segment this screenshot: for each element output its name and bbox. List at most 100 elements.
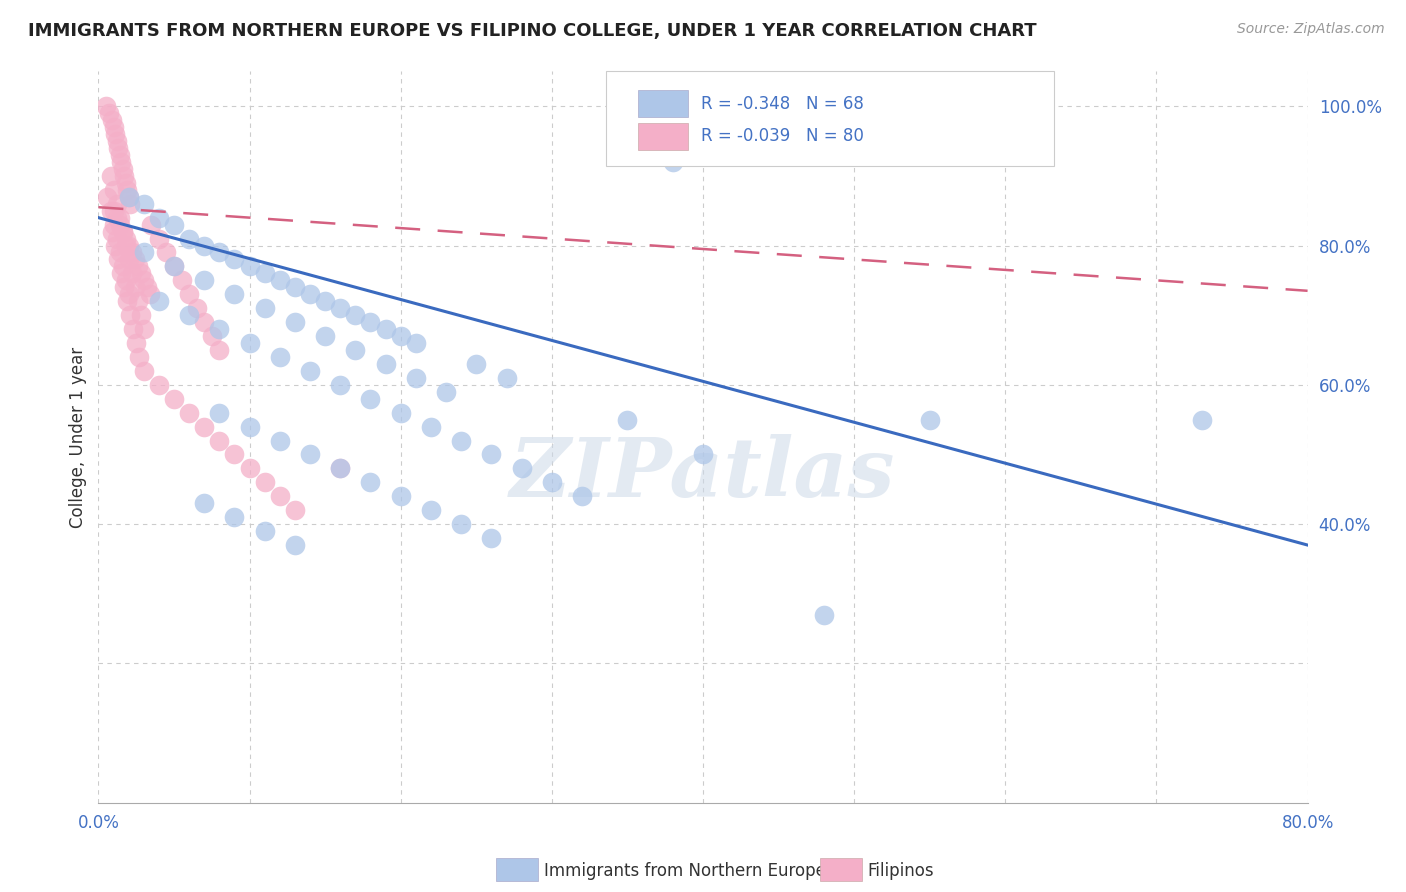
Point: [481, 448, 503, 462]
Point: [253, 266, 276, 280]
Point: [127, 260, 149, 274]
Point: [405, 371, 427, 385]
Point: [100, 169, 122, 183]
Point: [269, 434, 291, 448]
Point: [98, 106, 121, 120]
Point: [239, 461, 262, 475]
Point: [112, 169, 135, 183]
Point: [163, 260, 186, 274]
Point: [122, 322, 145, 336]
Point: [389, 406, 412, 420]
Point: [105, 134, 128, 148]
Point: [1191, 412, 1213, 426]
Point: [108, 148, 131, 162]
Point: [344, 308, 367, 322]
Point: [128, 350, 150, 364]
Point: [111, 225, 134, 239]
Point: [208, 434, 231, 448]
Text: ZIPatlas: ZIPatlas: [510, 434, 896, 514]
Point: [108, 218, 131, 232]
Point: [224, 510, 246, 524]
FancyBboxPatch shape: [606, 71, 1053, 167]
Point: [111, 260, 134, 274]
Point: [314, 294, 336, 309]
Point: [186, 301, 208, 316]
Point: [329, 377, 352, 392]
Point: [129, 308, 152, 322]
Point: [389, 329, 412, 343]
Point: [224, 448, 246, 462]
Point: [450, 517, 472, 532]
Point: [115, 294, 138, 309]
Point: [127, 294, 149, 309]
Point: [208, 245, 231, 260]
Point: [299, 364, 322, 378]
Point: [420, 503, 443, 517]
FancyBboxPatch shape: [496, 858, 538, 881]
Point: [105, 231, 128, 245]
Point: [129, 266, 152, 280]
Point: [284, 315, 307, 329]
Point: [111, 225, 134, 239]
Point: [105, 211, 128, 225]
Point: [148, 294, 170, 309]
Text: R = -0.348   N = 68: R = -0.348 N = 68: [700, 95, 863, 112]
Point: [107, 141, 129, 155]
Text: Filipinos: Filipinos: [868, 862, 934, 880]
Point: [374, 322, 396, 336]
Point: [481, 531, 503, 545]
Point: [148, 211, 170, 225]
Point: [104, 127, 127, 141]
Text: Source: ZipAtlas.com: Source: ZipAtlas.com: [1237, 22, 1385, 37]
Text: R = -0.039   N = 80: R = -0.039 N = 80: [700, 128, 863, 145]
Y-axis label: College, Under 1 year: College, Under 1 year: [69, 346, 87, 528]
FancyBboxPatch shape: [638, 123, 689, 150]
Point: [141, 218, 163, 232]
Point: [239, 419, 262, 434]
Point: [110, 266, 132, 280]
Point: [450, 434, 472, 448]
Point: [179, 231, 201, 245]
Point: [314, 329, 336, 343]
Point: [616, 412, 638, 426]
Point: [170, 273, 193, 287]
Point: [510, 461, 533, 475]
Point: [118, 238, 141, 252]
Point: [124, 280, 146, 294]
Point: [118, 190, 141, 204]
Point: [115, 183, 138, 197]
Point: [299, 448, 322, 462]
Point: [284, 538, 307, 552]
Point: [110, 155, 132, 169]
Point: [103, 203, 125, 218]
Point: [253, 301, 276, 316]
Point: [360, 392, 382, 406]
Point: [179, 287, 201, 301]
Point: [344, 343, 367, 357]
Point: [96, 190, 118, 204]
Point: [329, 461, 352, 475]
Point: [155, 245, 177, 260]
Point: [121, 266, 143, 280]
Point: [101, 225, 124, 239]
Point: [224, 287, 246, 301]
Point: [495, 371, 517, 385]
Point: [118, 252, 141, 267]
Point: [329, 301, 352, 316]
Point: [121, 245, 143, 260]
Point: [105, 196, 128, 211]
Point: [163, 260, 186, 274]
Point: [179, 406, 201, 420]
Point: [103, 183, 125, 197]
Point: [692, 448, 714, 462]
Point: [360, 315, 382, 329]
Point: [389, 489, 412, 503]
Point: [118, 190, 141, 204]
Point: [540, 475, 562, 490]
Point: [100, 203, 122, 218]
Point: [208, 343, 231, 357]
Point: [148, 231, 170, 245]
Point: [111, 161, 134, 176]
Point: [112, 280, 135, 294]
Point: [108, 245, 131, 260]
